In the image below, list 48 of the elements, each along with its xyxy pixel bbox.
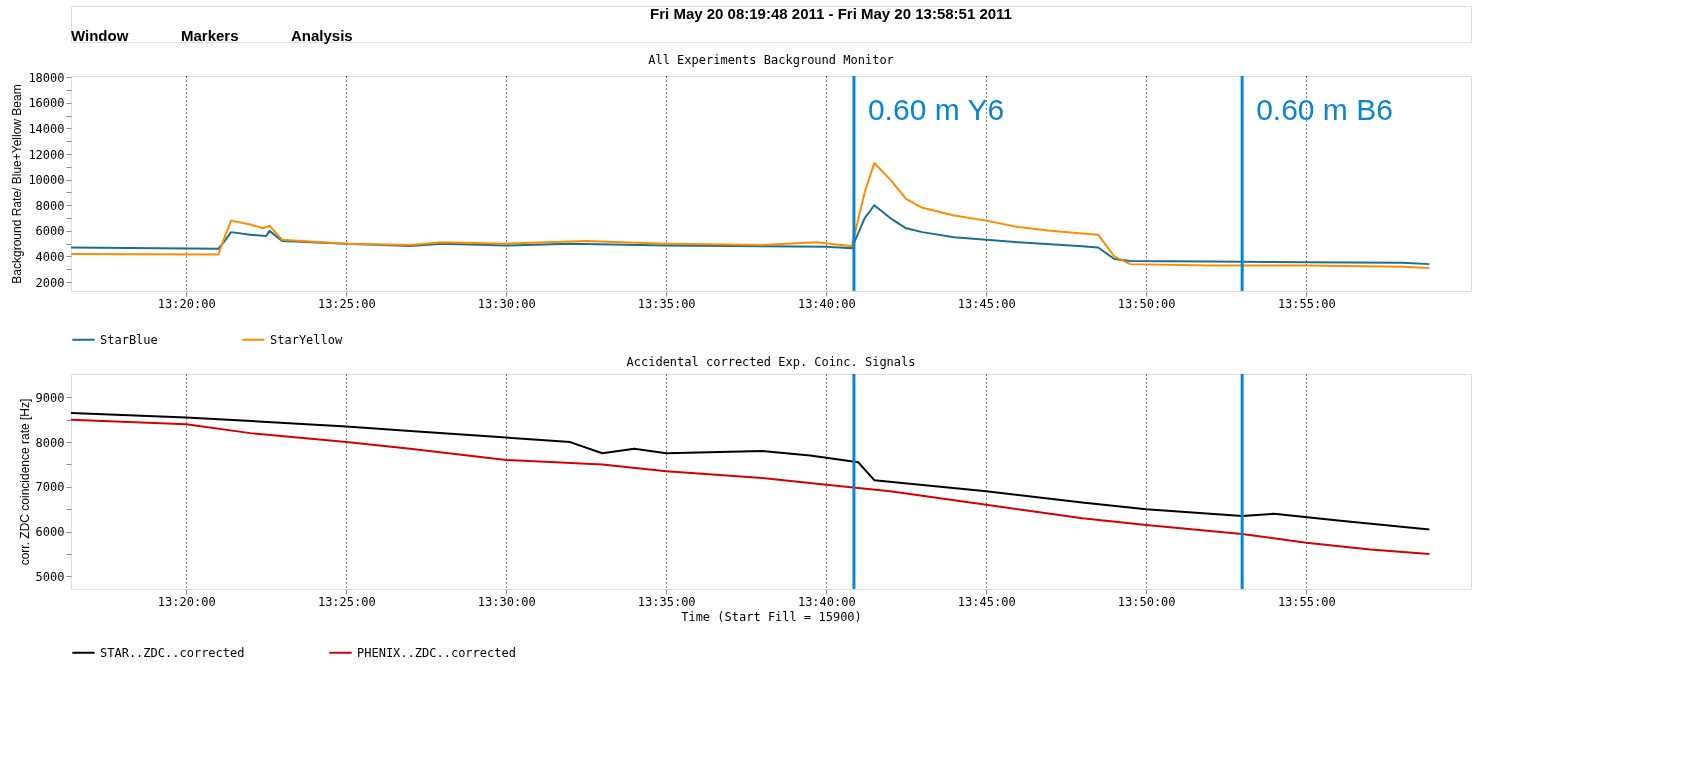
ref-line-label: 0.60 m Y6 bbox=[867, 93, 1005, 126]
line-series bbox=[70, 204, 1431, 266]
chart-title: All Experiments Background Monitor bbox=[648, 53, 894, 68]
x-tick-label: 13:35:00 bbox=[637, 594, 696, 609]
x-tick-label: 13:45:00 bbox=[957, 296, 1016, 311]
y-tick-label: 5000 bbox=[35, 569, 65, 584]
text: Window bbox=[71, 27, 129, 44]
y-tick-label: 18000 bbox=[28, 70, 65, 85]
y-tick-label: 9000 bbox=[35, 390, 65, 405]
chart-title: Accidental corrected Exp. Coinc. Signals bbox=[626, 354, 916, 369]
x-tick-label: 13:25:00 bbox=[317, 594, 376, 609]
y-tick-label: 6000 bbox=[35, 224, 65, 239]
y-tick-label: 8000 bbox=[35, 198, 65, 213]
x-tick-label: 13:40:00 bbox=[797, 296, 856, 311]
x-tick-label: 13:25:00 bbox=[317, 296, 376, 311]
x-tick-label: 13:35:00 bbox=[637, 296, 696, 311]
text: Analysis bbox=[291, 27, 353, 44]
text: Fri May 20 08:19:48 2011 - Fri May 20 13:58:51 2011 bbox=[650, 5, 1012, 22]
text: Markers bbox=[181, 27, 239, 44]
y-tick-label: 4000 bbox=[35, 249, 65, 264]
legend-label: PHENIX..ZDC..corrected bbox=[357, 645, 516, 660]
line-series bbox=[70, 418, 1431, 556]
y-tick-label: 12000 bbox=[28, 147, 65, 162]
ref-line-label: 0.60 m B6 bbox=[1256, 93, 1393, 126]
x-tick-label: 13:50:00 bbox=[1117, 296, 1176, 311]
y-axis-title: Background Rate/ Blue+Yellow Beam bbox=[10, 84, 25, 284]
line-series bbox=[70, 162, 1431, 269]
y-axis-title: corr. ZDC coincidence rate [Hz] bbox=[17, 398, 32, 566]
y-tick-label: 2000 bbox=[35, 275, 65, 290]
legend-label: STAR..ZDC..corrected bbox=[100, 645, 245, 660]
x-axis-title: Time (Start Fill = 15900) bbox=[681, 609, 862, 624]
x-tick-label: 13:40:00 bbox=[797, 594, 856, 609]
y-tick-label: 7000 bbox=[35, 480, 65, 495]
x-tick-label: 13:50:00 bbox=[1117, 594, 1176, 609]
y-tick-label: 6000 bbox=[35, 525, 65, 540]
x-tick-label: 13:30:00 bbox=[477, 594, 536, 609]
legend-label: StarBlue bbox=[100, 332, 158, 347]
x-tick-label: 13:30:00 bbox=[477, 296, 536, 311]
legend-label: StarYellow bbox=[270, 332, 344, 347]
x-tick-label: 13:20:00 bbox=[157, 594, 216, 609]
y-tick-label: 14000 bbox=[28, 121, 65, 136]
x-tick-label: 13:55:00 bbox=[1277, 594, 1336, 609]
x-tick-label: 13:55:00 bbox=[1277, 296, 1336, 311]
x-tick-label: 13:45:00 bbox=[957, 594, 1016, 609]
y-tick-label: 10000 bbox=[28, 173, 65, 188]
y-tick-label: 8000 bbox=[35, 435, 65, 450]
x-tick-label: 13:20:00 bbox=[157, 296, 216, 311]
y-tick-label: 16000 bbox=[28, 96, 65, 111]
